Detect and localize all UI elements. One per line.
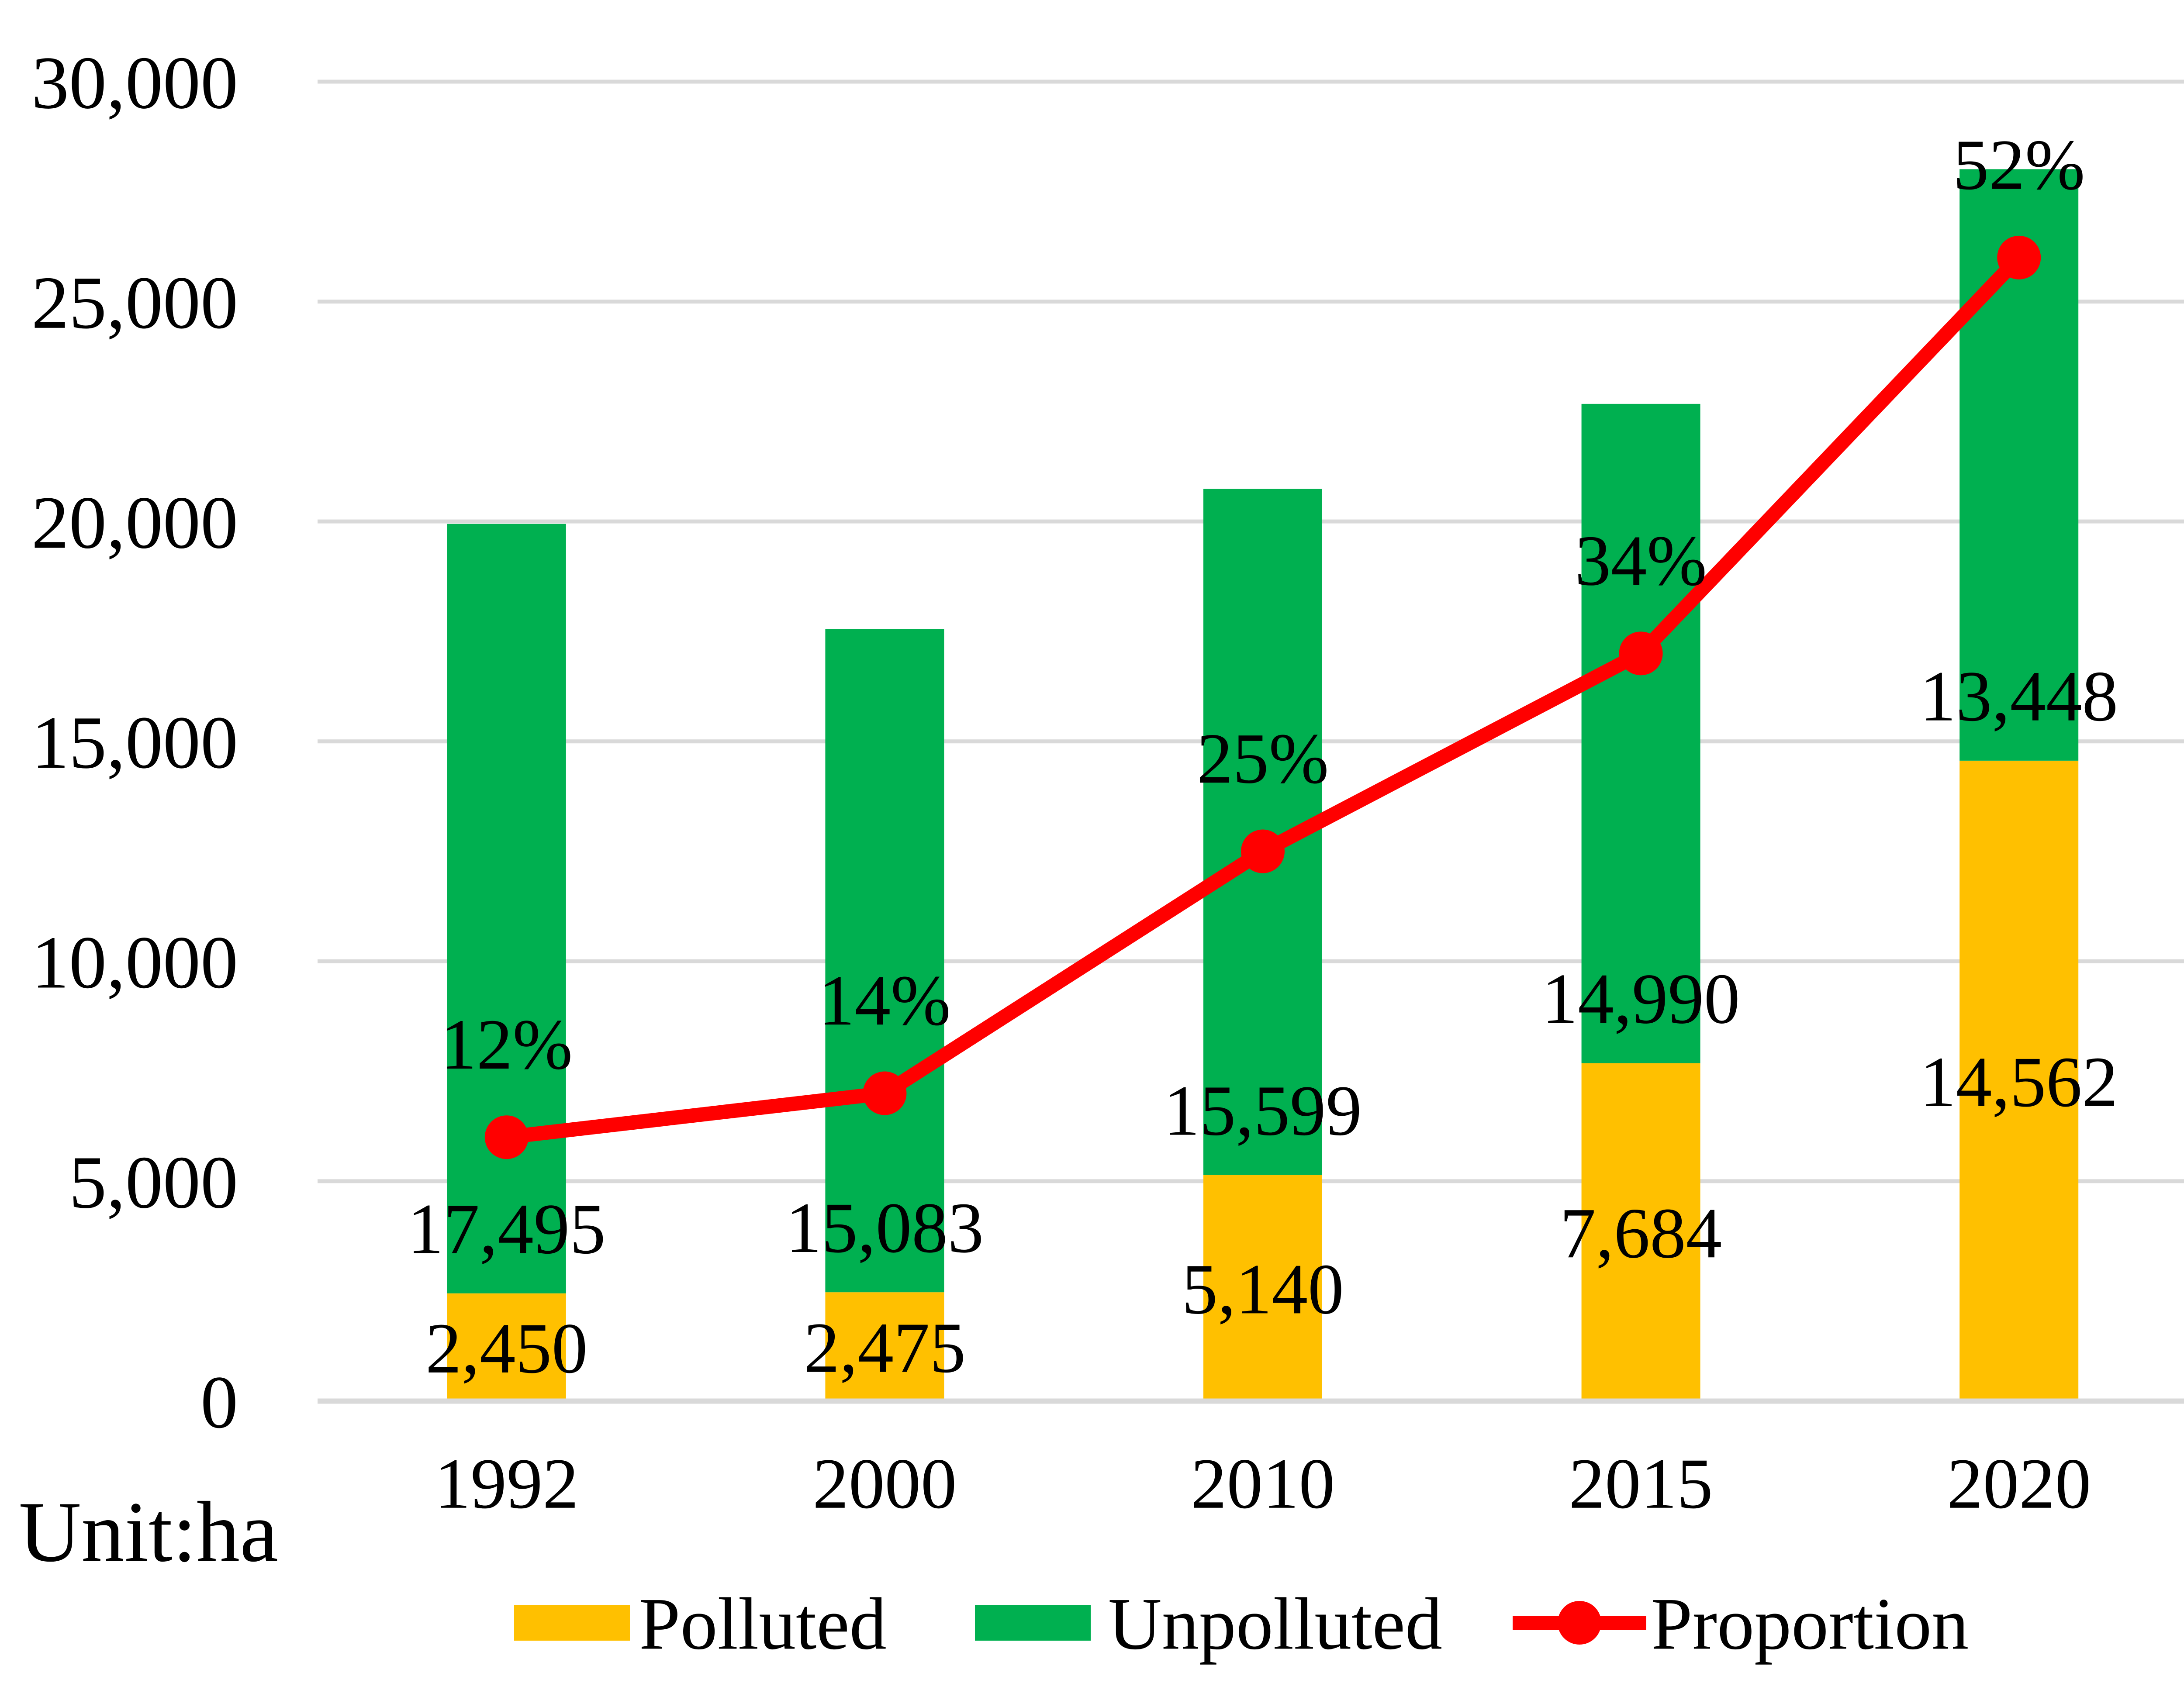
x-axis-category-labels: 1992 2000 2010 2015 2020 — [435, 1444, 2091, 1524]
unpolluted-value-label: 13,448 — [1920, 656, 2118, 736]
unpolluted-value-label: 15,083 — [786, 1188, 984, 1268]
proportion-point-label: 52% — [1953, 125, 2085, 205]
proportion-point-label: 12% — [441, 1004, 573, 1084]
left-axis-tick-label: 10,000 — [31, 921, 238, 1004]
bar-series — [447, 169, 2079, 1401]
polluted-value-label: 2,475 — [804, 1308, 966, 1388]
unpolluted-bar-segment — [447, 524, 566, 1293]
proportion-line-series — [484, 235, 2041, 1159]
x-axis-year-label: 2010 — [1191, 1444, 1335, 1524]
polluted-bar-segment — [1959, 760, 2079, 1401]
polluted-bar-segment — [1203, 1175, 1322, 1401]
legend-swatch-polluted — [514, 1605, 630, 1641]
proportion-point-labels: 12% 14% 25% 34% 52% — [441, 125, 2085, 1084]
proportion-point-label: 34% — [1575, 521, 1707, 600]
legend-swatch-unpolluted — [975, 1605, 1091, 1641]
x-axis-year-label: 2020 — [1947, 1444, 2091, 1524]
polluted-value-label: 7,684 — [1560, 1193, 1722, 1273]
left-axis-tick-label: 20,000 — [31, 481, 238, 564]
bar-value-labels: 2,450 17,495 2,475 15,083 5,140 15,599 7,684 14… — [408, 656, 2118, 1388]
x-axis-year-label: 1992 — [435, 1444, 579, 1524]
proportion-point-label: 14% — [819, 960, 950, 1040]
unpolluted-value-label: 14,990 — [1542, 959, 1740, 1038]
left-axis-tick-label: 25,000 — [31, 262, 238, 345]
left-axis-tick-label: 0 — [200, 1361, 238, 1444]
polluted-value-label: 5,140 — [1182, 1249, 1344, 1329]
proportion-marker — [484, 1115, 529, 1159]
unpolluted-bar-segment — [1581, 404, 1700, 1063]
legend: Polluted Unpolluted Proportion — [514, 1583, 1969, 1665]
polluted-bar-segment — [447, 1293, 566, 1401]
proportion-point-label: 25% — [1197, 718, 1329, 798]
x-axis-year-label: 2000 — [812, 1444, 957, 1524]
unpolluted-bar-segment — [825, 629, 944, 1293]
left-axis-tick-labels: 30,000 25,000 20,000 15,000 10,000 5,000 0 — [31, 41, 238, 1444]
unpolluted-value-label: 15,599 — [1164, 1071, 1362, 1151]
polluted-value-label: 2,450 — [425, 1308, 587, 1388]
proportion-marker — [1997, 235, 2041, 279]
proportion-marker — [863, 1071, 907, 1115]
left-axis-tick-label: 15,000 — [31, 701, 238, 784]
legend-label-unpolluted: Unpolluted — [1108, 1583, 1442, 1665]
left-axis-tick-label: 5,000 — [69, 1141, 238, 1224]
legend-label-polluted: Polluted — [639, 1583, 887, 1665]
proportion-marker — [1241, 829, 1285, 873]
polluted-bar-segment — [825, 1292, 944, 1401]
proportion-marker — [1619, 631, 1663, 676]
unpolluted-value-label: 17,495 — [408, 1189, 606, 1269]
unit-label: Unit:ha — [19, 1484, 278, 1580]
legend-label-proportion: Proportion — [1651, 1583, 1969, 1665]
legend-marker-proportion-icon — [1558, 1601, 1601, 1645]
left-axis-tick-label: 30,000 — [31, 41, 238, 124]
polluted-bar-segment — [1581, 1063, 1700, 1401]
polluted-value-label: 14,562 — [1920, 1042, 2118, 1122]
x-axis-year-label: 2015 — [1569, 1444, 1713, 1524]
